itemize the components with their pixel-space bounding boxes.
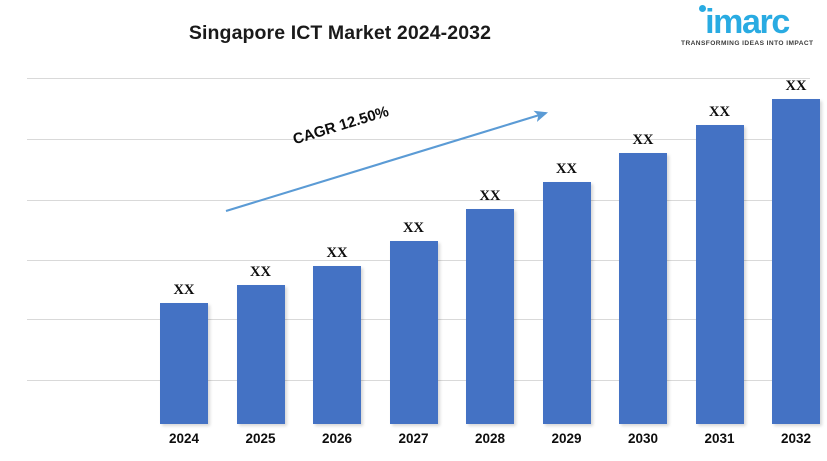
gridline bbox=[27, 139, 810, 140]
x-tick-2026: 2026 bbox=[321, 431, 353, 446]
imarc-wordmark: imarc bbox=[705, 3, 790, 41]
x-tick-2029: 2029 bbox=[551, 431, 582, 446]
imarc-logo-dot-icon bbox=[699, 5, 706, 12]
bar-value-label-2024: XX bbox=[173, 282, 195, 298]
x-tick-2025: 2025 bbox=[245, 431, 276, 446]
bar-value-label-2031: XX bbox=[709, 104, 730, 120]
x-tick-2027: 2027 bbox=[398, 431, 429, 446]
imarc-logo: imarc TRANSFORMING IDEAS INTO IMPACT bbox=[681, 4, 813, 52]
x-tick-2031: 2031 bbox=[704, 431, 735, 446]
bar-value-label-2028: XX bbox=[479, 188, 501, 204]
bar-2029[interactable] bbox=[542, 182, 591, 424]
x-tick-2030: 2030 bbox=[627, 431, 659, 446]
bar-value-label-2030: XX bbox=[632, 132, 654, 148]
bar-value-label-2026: XX bbox=[326, 245, 348, 261]
x-tick-2032: 2032 bbox=[780, 431, 812, 446]
x-tick-2028: 2028 bbox=[474, 431, 506, 446]
bar-value-label-2032: XX bbox=[785, 78, 807, 94]
gridline bbox=[27, 200, 810, 201]
bar-2032[interactable] bbox=[772, 99, 820, 424]
gridline bbox=[27, 78, 810, 79]
bar-2031[interactable] bbox=[695, 125, 744, 424]
bar-2028[interactable] bbox=[466, 209, 514, 424]
plot-area: XX XX XX XX XX XX XX XX XX bbox=[27, 60, 820, 425]
x-tick-2024: 2024 bbox=[168, 431, 200, 446]
bar-value-label-2027: XX bbox=[403, 220, 424, 236]
bar-value-label-2029: XX bbox=[556, 161, 577, 177]
bar-value-label-2025: XX bbox=[250, 264, 271, 280]
page-title: Singapore ICT Market 2024-2032 bbox=[188, 22, 492, 44]
bar-2026[interactable] bbox=[313, 266, 361, 424]
bar-2030[interactable] bbox=[619, 153, 667, 424]
bar-2027[interactable] bbox=[389, 241, 438, 424]
imarc-tagline: TRANSFORMING IDEAS INTO IMPACT bbox=[681, 40, 814, 47]
bar-2024[interactable] bbox=[160, 303, 208, 424]
bar-2025[interactable] bbox=[236, 285, 285, 424]
